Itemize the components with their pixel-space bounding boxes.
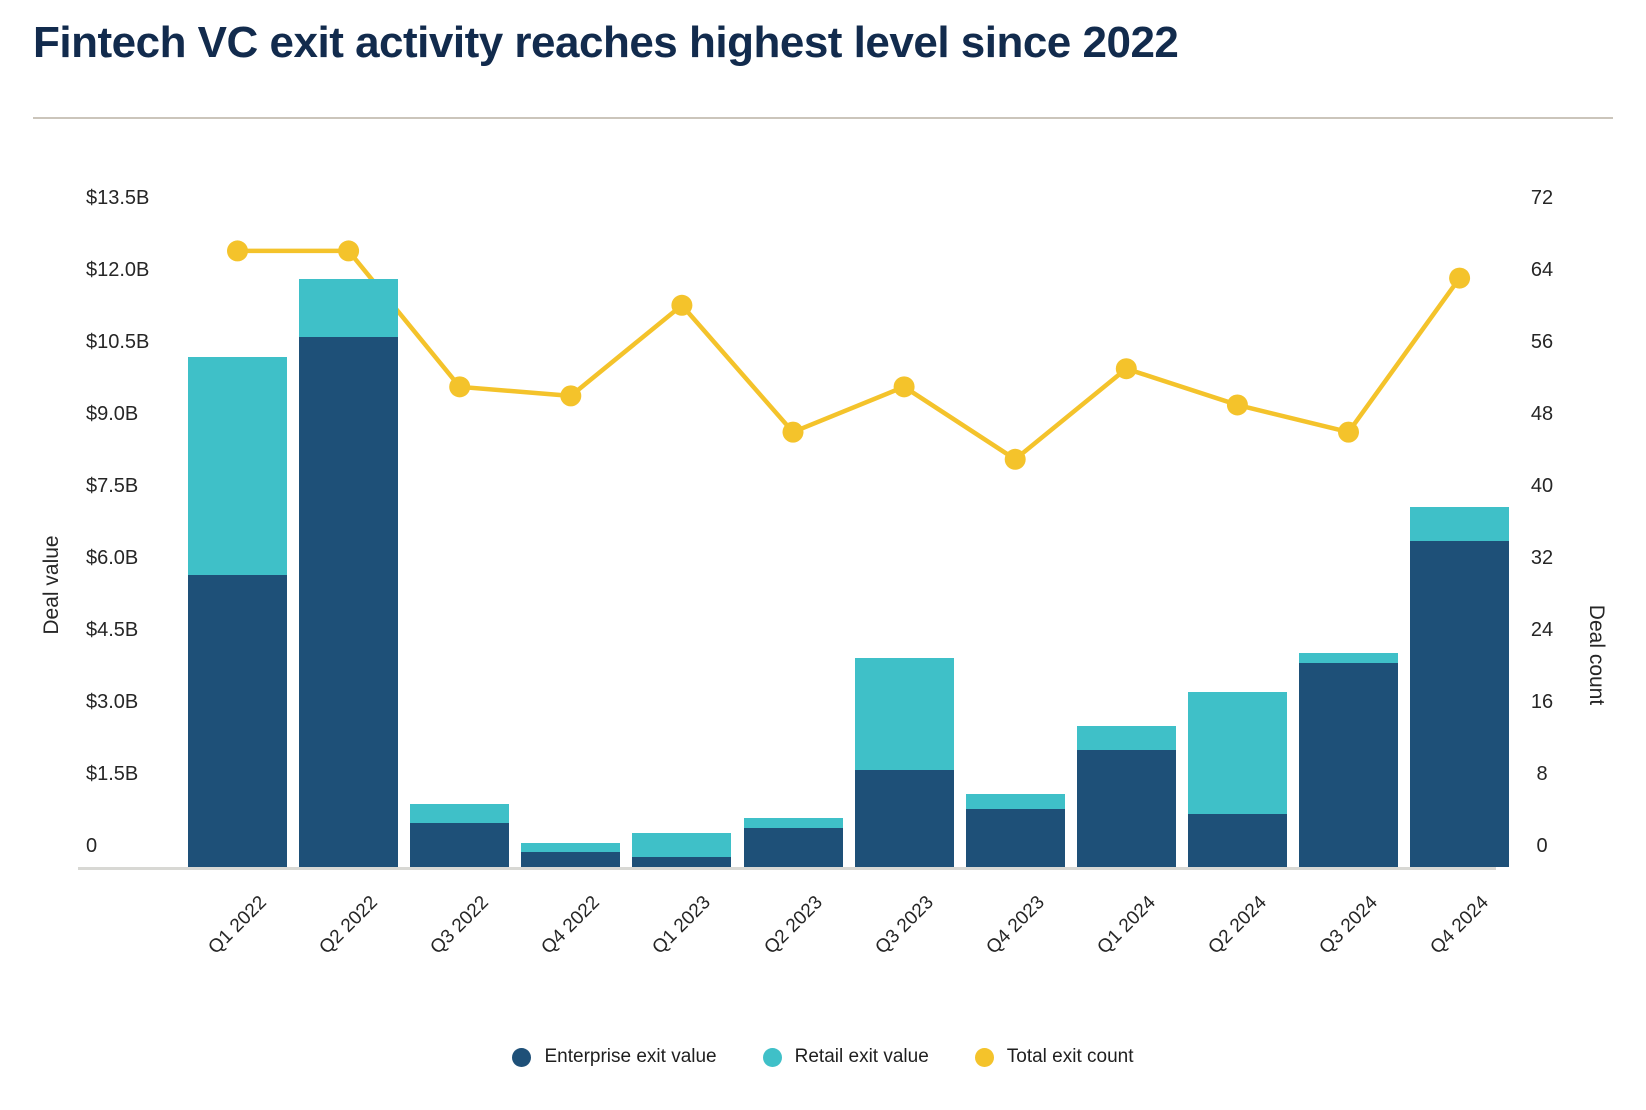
legend-item: Retail exit value xyxy=(762,1046,929,1068)
legend-label: Total exit count xyxy=(1006,1046,1134,1067)
legend-dot-retail xyxy=(762,1047,782,1067)
total-exit-count-marker xyxy=(671,294,693,316)
retail-value-bar xyxy=(966,794,1065,809)
retail-value-bar xyxy=(1188,692,1287,814)
enterprise-value-bar xyxy=(188,575,287,867)
y-axis-left-tick-label: $9.0B xyxy=(86,403,139,425)
enterprise-value-bar xyxy=(744,828,843,867)
total-exit-count-marker xyxy=(1226,394,1248,416)
enterprise-value-bar xyxy=(1188,813,1287,867)
enterprise-value-bar xyxy=(410,823,509,867)
enterprise-value-bar xyxy=(1077,750,1176,867)
total-exit-count-marker xyxy=(782,421,804,443)
y-axis-right-tick-label: 40 xyxy=(1530,475,1554,497)
retail-value-bar xyxy=(521,842,620,853)
retail-value-bar xyxy=(1077,726,1176,751)
legend-label: Retail exit value xyxy=(794,1046,929,1067)
total-exit-count-marker xyxy=(1338,421,1359,443)
y-axis-right-tick-label: 32 xyxy=(1530,547,1554,569)
y-axis-left-tick-label: $1.5B xyxy=(86,763,139,785)
y-axis-right-tick-label: 56 xyxy=(1530,331,1554,353)
y-axis-left-tick-label: $4.5B xyxy=(86,619,139,641)
enterprise-value-bar xyxy=(1410,541,1509,867)
retail-value-bar xyxy=(410,803,509,824)
y-axis-right-tick-label: 8 xyxy=(1536,763,1548,785)
total-exit-count-marker xyxy=(449,376,471,398)
total-exit-count-marker xyxy=(227,240,248,262)
y-axis-left-tick-label: 0 xyxy=(86,835,98,857)
y-axis-right-tick-label: 16 xyxy=(1530,691,1554,713)
retail-value-bar xyxy=(744,818,843,829)
y-axis-left-tick-label: $12.0B xyxy=(86,259,150,281)
y-axis-right-tick-label: 0 xyxy=(1536,835,1548,857)
legend-dot-total xyxy=(974,1047,994,1067)
y-axis-right-tick-label: 48 xyxy=(1530,403,1554,425)
legend-dot-enterprise xyxy=(512,1047,532,1067)
total-exit-count-marker xyxy=(893,376,915,398)
retail-value-bar xyxy=(299,278,398,338)
retail-value-bar xyxy=(855,658,954,770)
chart-title: Fintech VC exit activity reaches highest… xyxy=(33,18,1179,67)
legend-item: Total exit count xyxy=(974,1046,1134,1068)
retail-value-bar xyxy=(1299,653,1398,663)
total-exit-count-marker xyxy=(1115,358,1137,380)
enterprise-value-bar xyxy=(299,337,398,867)
enterprise-value-bar xyxy=(1299,662,1398,867)
y-axis-right-tick-label: 24 xyxy=(1530,619,1554,641)
enterprise-value-bar xyxy=(632,857,731,867)
enterprise-value-bar xyxy=(855,769,954,867)
enterprise-value-bar xyxy=(966,808,1065,867)
total-exit-count-marker xyxy=(1449,267,1471,289)
enterprise-value-bar xyxy=(521,852,620,867)
total-exit-count-marker xyxy=(560,385,582,407)
title-divider xyxy=(33,117,1613,119)
total-exit-count-marker xyxy=(338,240,360,262)
y-axis-left-tick-label: $3.0B xyxy=(86,691,139,713)
y-axis-left-tick-label: $7.5B xyxy=(86,475,139,497)
y-axis-left-tick-label: $10.5B xyxy=(86,331,150,353)
legend-item: Enterprise exit value xyxy=(512,1046,717,1068)
total-exit-count-line xyxy=(237,248,1462,463)
retail-value-bar xyxy=(632,832,731,858)
x-axis-baseline xyxy=(78,867,1496,870)
y-axis-right-tick-label: 64 xyxy=(1530,259,1554,281)
y-axis-left-tick-label: $13.5B xyxy=(86,187,150,209)
retail-value-bar xyxy=(1410,507,1509,542)
retail-value-bar xyxy=(188,356,287,576)
legend-label: Enterprise exit value xyxy=(544,1046,717,1067)
total-exit-count-marker xyxy=(1004,448,1026,470)
y-axis-right-tick-label: 72 xyxy=(1530,187,1554,209)
y-axis-left-tick-label: $6.0B xyxy=(86,547,139,569)
chart-legend: Enterprise exit value Retail exit value To… xyxy=(0,1046,1646,1068)
